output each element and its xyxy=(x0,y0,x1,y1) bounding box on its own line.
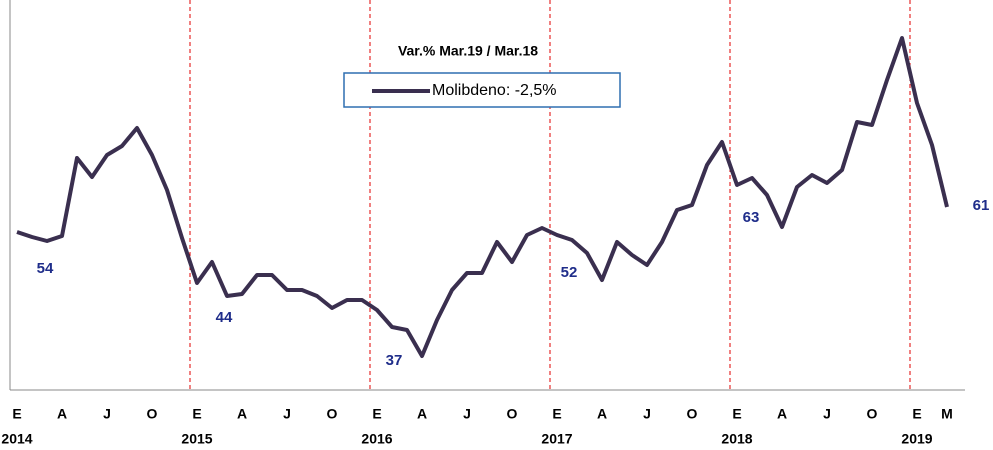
x-tick-label: J xyxy=(463,406,471,422)
legend-label: Molibdeno: -2,5% xyxy=(432,82,557,99)
x-tick-label: A xyxy=(237,406,247,422)
x-year-label: 2016 xyxy=(361,431,392,447)
x-tick-label: J xyxy=(103,406,111,422)
x-tick-label: J xyxy=(643,406,651,422)
x-tick-label: O xyxy=(867,406,878,422)
x-tick-label: A xyxy=(417,406,427,422)
x-tick-label: E xyxy=(912,406,921,422)
annotation: 44 xyxy=(216,309,233,326)
x-tick-label: J xyxy=(823,406,831,422)
x-tick-label: O xyxy=(507,406,518,422)
x-tick-label: E xyxy=(552,406,561,422)
x-tick-label: O xyxy=(687,406,698,422)
x-tick-label: O xyxy=(327,406,338,422)
x-tick-label: E xyxy=(12,406,21,422)
annotation: 54 xyxy=(37,260,54,277)
x-year-label: 2019 xyxy=(901,431,932,447)
x-tick-label: J xyxy=(283,406,291,422)
x-year-label: 2014 xyxy=(1,431,32,447)
x-tick-label: E xyxy=(192,406,201,422)
x-year-label: 2018 xyxy=(721,431,752,447)
annotation: 61 xyxy=(973,197,990,214)
x-year-label: 2017 xyxy=(541,431,572,447)
legend-title: Var.% Mar.19 / Mar.18 xyxy=(398,43,538,59)
x-tick-label: E xyxy=(372,406,381,422)
x-tick-label: O xyxy=(147,406,158,422)
series-line xyxy=(16,36,949,358)
x-tick-label: M xyxy=(941,406,953,422)
annotation: 52 xyxy=(561,264,578,281)
x-year-label: 2015 xyxy=(181,431,212,447)
annotation: 37 xyxy=(386,352,403,369)
annotation: 63 xyxy=(743,209,760,226)
year-dividers xyxy=(189,0,911,390)
x-tick-label: A xyxy=(57,406,67,422)
x-tick-label: A xyxy=(777,406,787,422)
x-tick-label: E xyxy=(732,406,741,422)
x-tick-label: A xyxy=(597,406,607,422)
